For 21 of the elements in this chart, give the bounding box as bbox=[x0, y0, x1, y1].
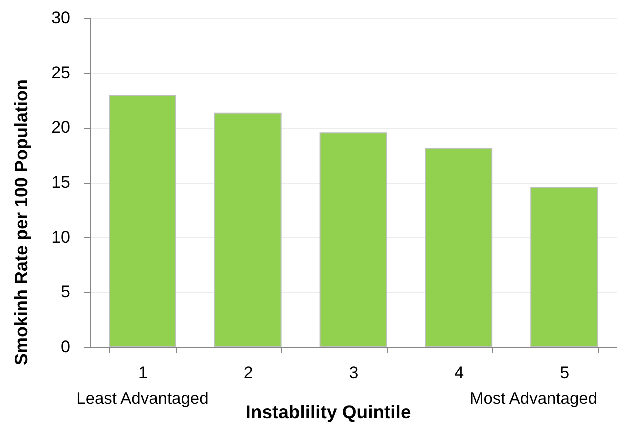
y-tick-label: 5 bbox=[61, 282, 70, 302]
text: Most Advantaged bbox=[470, 390, 598, 408]
y-tick-label: 15 bbox=[52, 173, 70, 192]
bar bbox=[425, 148, 493, 348]
y-axis-title: Smokinh Rate per 100 Population bbox=[12, 79, 32, 366]
x-tick-label: 1 bbox=[138, 364, 148, 382]
bar bbox=[530, 187, 598, 348]
y-tick-label: 0 bbox=[61, 338, 70, 356]
x-tick-label: 5 bbox=[560, 364, 570, 382]
x-axis-title: Instablility Quintile bbox=[246, 402, 412, 422]
x-tick-label: 2 bbox=[244, 364, 254, 382]
y-tick-label: 10 bbox=[52, 228, 70, 247]
text: Least Advantaged bbox=[76, 390, 209, 408]
y-tick-label: 25 bbox=[52, 63, 70, 82]
bar bbox=[320, 132, 388, 348]
y-tick-label: 20 bbox=[52, 118, 70, 138]
y-tick-label: 30 bbox=[52, 8, 70, 28]
bar bbox=[109, 95, 176, 348]
x-tick-label: 4 bbox=[454, 364, 464, 382]
bar bbox=[214, 112, 282, 348]
x-tick-label: 3 bbox=[349, 364, 359, 382]
